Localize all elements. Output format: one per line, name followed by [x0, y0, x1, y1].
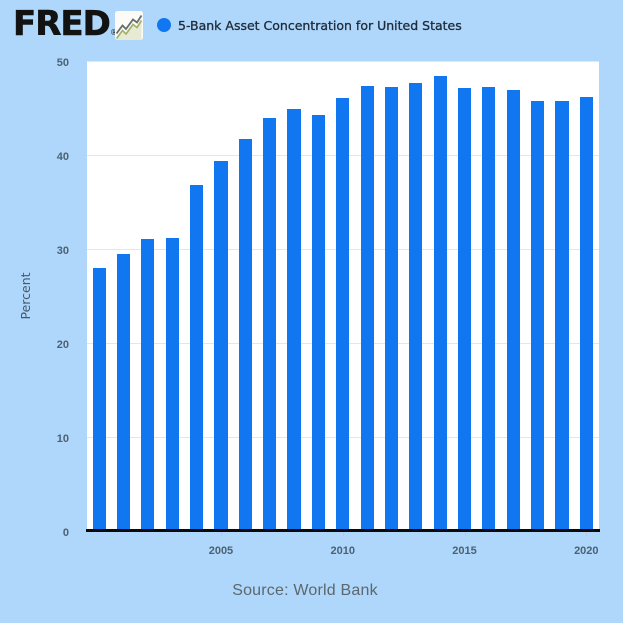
x-tick-label-2015: 2015: [452, 545, 477, 557]
bar-2003[interactable]: [165, 238, 179, 531]
y-tick-label-0: 0: [62, 526, 69, 539]
bar-2017[interactable]: [506, 90, 520, 531]
y-tick-label-50: 50: [56, 57, 69, 69]
bar-2008[interactable]: [287, 108, 301, 531]
x-tick-mark-2010: [342, 531, 344, 536]
y-tick-label-40: 40: [56, 150, 69, 163]
y-tick-label-20: 20: [56, 338, 69, 351]
bar-2012[interactable]: [384, 87, 399, 531]
x-axis-line: [86, 528, 600, 532]
chart-plot-area: [87, 61, 599, 531]
y-axis-title: Percent: [17, 272, 33, 320]
y-tick-label-30: 30: [56, 244, 69, 257]
x-tick-label-2010: 2010: [330, 545, 355, 557]
bar-2002[interactable]: [141, 239, 155, 531]
y-tick-label-10: 10: [56, 432, 69, 445]
bar-2015[interactable]: [457, 88, 472, 531]
bar-2018[interactable]: [531, 101, 545, 531]
x-tick-mark-2020: [586, 531, 588, 536]
bar-2013[interactable]: [409, 82, 423, 531]
x-tick-mark-2015: [464, 531, 466, 536]
bar-2020[interactable]: [579, 96, 593, 531]
bar-2010[interactable]: [336, 97, 350, 531]
x-tick-mark-2005: [220, 531, 222, 536]
source-text: Source: World Bank: [232, 582, 378, 599]
fred-logo-chart-icon: [115, 11, 143, 40]
bar-2001[interactable]: [116, 253, 131, 531]
fred-logo-text: FRED: [13, 4, 111, 45]
bar-2004[interactable]: [190, 184, 204, 531]
bar-2016[interactable]: [482, 87, 496, 531]
bar-2019[interactable]: [555, 101, 569, 531]
fred-logo[interactable]: FRED ®: [13, 2, 118, 46]
bar-2006[interactable]: [238, 138, 252, 531]
x-tick-label-2005: 2005: [208, 545, 234, 557]
bar-2014[interactable]: [433, 76, 447, 531]
legend-dot-icon: [157, 18, 171, 32]
bar-2009[interactable]: [311, 115, 325, 531]
gridline-50: [87, 61, 599, 62]
bar-2011[interactable]: [360, 86, 374, 531]
x-tick-label-2020: 2020: [574, 545, 599, 557]
header: FRED ® 5-Bank Asset Concentration for Un…: [0, 0, 623, 52]
bar-2007[interactable]: [263, 118, 277, 531]
bar-2005[interactable]: [214, 161, 228, 531]
bar-2000[interactable]: [92, 267, 106, 531]
registered-trademark-icon: ®: [110, 28, 118, 37]
series-title: 5-Bank Asset Concentration for United St…: [178, 17, 462, 33]
